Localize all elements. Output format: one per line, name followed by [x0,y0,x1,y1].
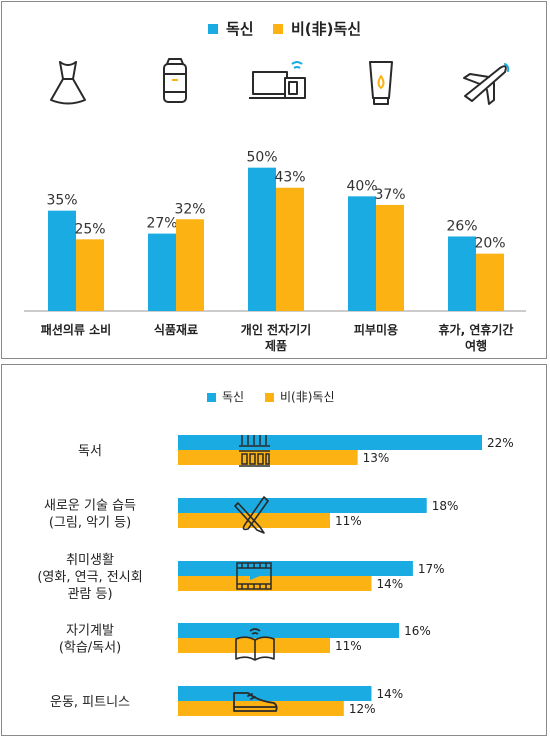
value-label-non-single-3: 11% [335,639,362,653]
bar-single-1 [178,498,427,513]
bottom-chart-bars: 22% 18% 17% 16% 14% 13% 11% 14% 11% 12% [178,435,514,716]
value-label-non-single-3: 37% [374,187,405,203]
category-label-1: (그림, 악기 등) [49,516,131,531]
value-label-single-0: 22% [487,436,514,450]
value-label-non-single-4: 20% [474,236,505,252]
bar-non-single-3 [178,638,330,653]
value-label-non-single-2: 14% [376,577,403,591]
category-label-4: 운동, 피트니스 [50,695,130,710]
bar-single-2 [178,561,413,576]
bookshelf-icon [239,435,270,467]
category-label-4: 휴가, 연휴기간 [439,322,514,337]
bar-non-single-3 [376,204,404,311]
value-label-single-3: 40% [346,178,377,194]
bar-single-4 [448,236,476,311]
bar-non-single-1 [176,219,204,311]
bar-single-4 [178,686,372,701]
bottom-chart: 독신 비(非)독신 22% 18% 17% 16% 14% 13% 11% 14% 11% 12%… [37,390,514,716]
top-chart-bars: 35% 27% 50% 40% 26% 25% 32% 43% 37% 20% [46,150,506,311]
bottom-chart-legend: 독신 비(非)독신 [207,390,334,404]
bottom-chart-panel: 독신 비(非)독신 22% 18% 17% 16% 14% 13% 11% 14% 11% 12%… [1,364,547,736]
legend-label-non-single: 비(非)독신 [280,390,334,404]
value-label-non-single-0: 13% [363,451,390,465]
category-label-2: 취미생활 [66,553,114,568]
bar-single-3 [178,623,400,638]
bar-non-single-2 [276,187,304,311]
value-label-single-3: 16% [404,624,431,638]
legend-swatch-non-single [265,393,274,402]
bar-non-single-4 [476,253,504,311]
bar-non-single-2 [178,576,372,591]
value-label-single-2: 50% [246,150,277,166]
category-label-0: 패션의류 소비 [41,322,111,337]
film-icon [236,562,272,590]
bar-single-1 [148,233,176,311]
value-label-single-4: 14% [376,687,403,701]
value-label-single-2: 17% [418,562,445,576]
category-label-1: 식품재료 [154,322,198,337]
category-label-2: 제품 [265,339,287,353]
devices-icon [249,61,306,99]
value-label-non-single-4: 12% [349,702,376,716]
category-label-2: 개인 전자기기 [241,322,311,337]
dress-icon [50,61,86,105]
category-label-3: 피부미용 [354,322,398,337]
can-icon [163,58,187,103]
value-label-non-single-0: 25% [74,221,105,237]
bar-single-2 [248,167,276,311]
airplane-icon [463,63,510,105]
category-label-2: 관람 등) [67,587,112,602]
value-label-single-1: 18% [432,499,459,513]
legend-swatch-single [207,393,216,402]
bar-non-single-0 [178,450,358,465]
category-label-3: (학습/독서) [59,641,121,656]
category-label-4: 여행 [465,338,487,353]
value-label-non-single-2: 43% [274,170,305,186]
open-book-icon [235,628,275,661]
legend-label-single: 독신 [222,390,244,404]
top-chart: 독신 비(非)독신 [24,20,526,353]
value-label-single-4: 26% [446,218,477,234]
bar-non-single-4 [178,701,344,716]
bar-non-single-0 [76,239,104,311]
category-label-0: 독서 [78,444,102,459]
value-label-single-1: 27% [146,216,177,232]
sneaker-icon [233,692,278,712]
pencil-brush-icon [234,496,269,534]
cream-tube-icon [369,61,393,105]
value-label-single-0: 35% [46,193,77,209]
top-chart-panel: 독신 비(非)독신 [1,1,547,359]
legend-label-non-single: 비(非)독신 [291,20,361,38]
category-label-1: 새로운 기술 습득 [44,499,136,514]
bar-single-0 [48,210,76,311]
bar-single-3 [348,196,376,311]
legend-swatch-single [208,24,218,34]
top-chart-legend: 독신 비(非)독신 [208,20,361,38]
legend-swatch-non-single [273,24,283,34]
legend-label-single: 독신 [226,20,254,38]
category-label-2: (영화, 연극, 전시회 [37,570,142,585]
bar-single-0 [178,435,482,450]
value-label-non-single-1: 32% [174,201,205,217]
category-label-3: 자기계발 [66,624,114,639]
value-label-non-single-1: 11% [335,514,362,528]
